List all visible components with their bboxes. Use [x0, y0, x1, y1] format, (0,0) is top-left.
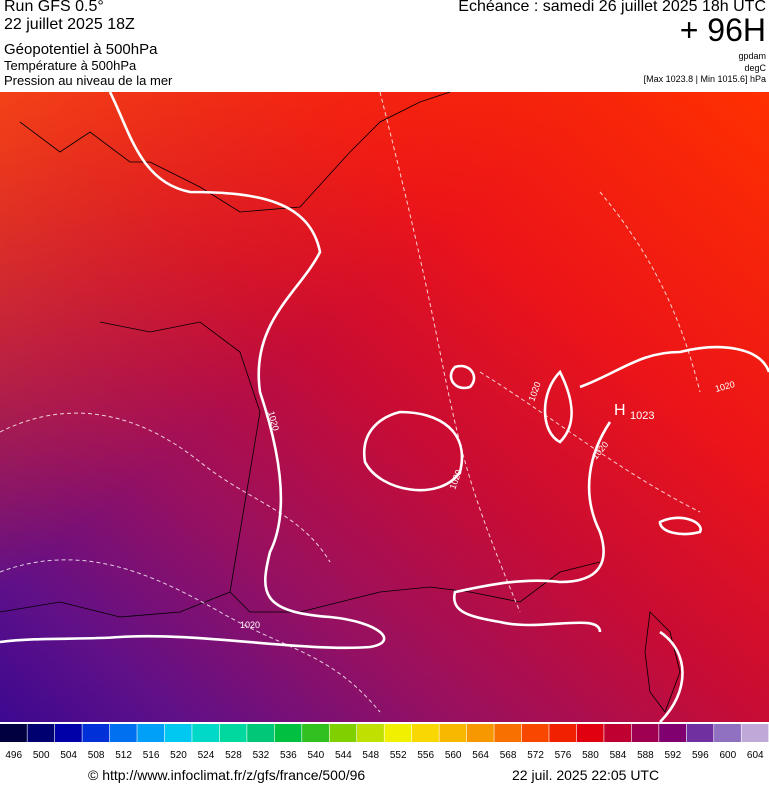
colorbar-label: 584	[610, 750, 627, 761]
colorbar-label: 532	[253, 750, 270, 761]
colorbar-swatch	[411, 724, 439, 742]
colorbar-swatch	[27, 724, 55, 742]
colorbar-swatch	[164, 724, 192, 742]
field-2: Température à 500hPa	[4, 58, 137, 73]
colorbar-swatch	[357, 724, 384, 742]
colorbar-swatch	[686, 724, 714, 742]
colorbar-label: 556	[417, 750, 434, 761]
pressure-range: [Max 1023.8 | Min 1015.6] hPa	[643, 74, 766, 84]
map: 1020 1020 1020 1020 1020 1020 H 1023	[0, 92, 769, 722]
colorbar-label: 536	[280, 750, 297, 761]
colorbar-swatch	[82, 724, 110, 742]
isobar	[0, 92, 769, 722]
colorbar-swatch	[329, 724, 357, 742]
temperature-field	[0, 92, 769, 722]
unit: degC	[744, 63, 766, 73]
colorbar-label: 544	[335, 750, 352, 761]
colorbar-label: 596	[692, 750, 709, 761]
colorbar-label: 512	[115, 750, 132, 761]
colorbar-swatch	[54, 724, 82, 742]
colorbar-label: 516	[143, 750, 160, 761]
colorbar-swatch	[137, 724, 165, 742]
colorbar-swatch	[274, 724, 302, 742]
field-1: Géopotentiel à 500hPa	[4, 41, 158, 58]
run-label: Run GFS 0.5°	[4, 0, 104, 15]
temperature-isotherm	[0, 92, 701, 713]
colorbar-label: 504	[60, 750, 77, 761]
colorbar-label: 528	[225, 750, 242, 761]
unit: gpdam	[738, 51, 766, 61]
lead-time: + 96H	[679, 12, 766, 48]
colorbar-swatch	[576, 724, 604, 742]
high-value: 1023	[630, 410, 654, 422]
isobar-label: 1020	[240, 620, 260, 630]
colorbar-label: 560	[445, 750, 462, 761]
valid-time: Echéance : samedi 26 juillet 2025 18h UT…	[458, 0, 766, 15]
colorbar-swatch	[219, 724, 247, 742]
source: © http://www.infoclimat.fr/z/gfs/france/…	[88, 767, 366, 783]
colorbar-label: 496	[5, 750, 22, 761]
colorbar-label: 580	[582, 750, 599, 761]
colorbar-label: 592	[665, 750, 682, 761]
colorbar-swatch	[466, 724, 494, 742]
colorbar-label: 572	[527, 750, 544, 761]
colorbar-label: 576	[555, 750, 572, 761]
field-3: Pression au niveau de la mer	[4, 73, 173, 88]
colorbar-swatch	[659, 724, 687, 742]
colorbar-label: 508	[88, 750, 105, 761]
colorbar-label: 540	[307, 750, 324, 761]
colorbar-label: 524	[198, 750, 215, 761]
colorbar-label: 548	[362, 750, 379, 761]
run-date: 22 juillet 2025 18Z	[4, 16, 135, 33]
colorbar-swatch	[247, 724, 275, 742]
high-symbol: H	[614, 402, 626, 419]
colorbar-label: 600	[719, 750, 736, 761]
colorbar-swatch	[384, 724, 412, 742]
colorbar-swatch	[494, 724, 522, 742]
colorbar-swatch	[604, 724, 632, 742]
colorbar-label: 552	[390, 750, 407, 761]
colorbar-swatch	[549, 724, 577, 742]
colorbar-label: 564	[472, 750, 489, 761]
colorbar-label: 568	[500, 750, 517, 761]
colorbar-label: 520	[170, 750, 187, 761]
colorbar: 496 500 504 508 512 516 520 524 528 532 536 540 544 5…	[0, 724, 769, 761]
colorbar-swatch	[741, 724, 769, 742]
colorbar-swatch	[109, 724, 137, 742]
colorbar-swatch	[192, 724, 220, 742]
colorbar-label: 500	[33, 750, 50, 761]
generated-time: 22 juil. 2025 22:05 UTC	[512, 767, 660, 783]
colorbar-swatch	[0, 724, 27, 742]
colorbar-swatch	[302, 724, 329, 742]
colorbar-label: 604	[747, 750, 764, 761]
colorbar-swatch	[521, 724, 549, 742]
colorbar-label: 588	[637, 750, 654, 761]
colorbar-swatch	[439, 724, 467, 742]
colorbar-swatch	[631, 724, 659, 742]
colorbar-swatch	[714, 724, 741, 742]
